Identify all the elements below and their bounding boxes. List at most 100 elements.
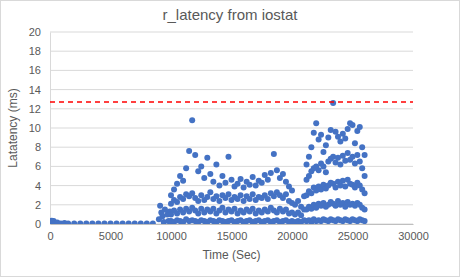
chart-frame: [1, 1, 460, 277]
x-axis-title: Time (Sec): [202, 248, 260, 262]
y-tick-label: 12: [29, 103, 41, 115]
y-tick-label: 20: [29, 26, 41, 38]
scatter-point: [313, 120, 319, 126]
scatter-point: [316, 167, 322, 173]
scatter-point: [359, 165, 365, 171]
y-tick: 0: [35, 218, 50, 230]
y-tick-label: 10: [29, 122, 41, 134]
scatter-point: [157, 203, 163, 209]
y-tick: 4: [35, 180, 50, 192]
scatter-point: [216, 198, 222, 204]
scatter-point: [362, 207, 368, 213]
scatter-point: [304, 161, 310, 167]
scatter-point: [362, 173, 368, 179]
scatter-point: [120, 221, 126, 224]
page: 0246810121416182005000100001500020000250…: [0, 0, 460, 277]
grid-line: [50, 70, 413, 71]
scatter-point: [350, 122, 356, 128]
scatter-point: [268, 170, 274, 176]
scatter-point: [271, 151, 277, 157]
y-tick-label: 0: [35, 218, 41, 230]
scatter-point: [280, 171, 286, 177]
scatter-point: [171, 186, 177, 192]
x-tick: 5000: [99, 224, 123, 242]
y-tick: 20: [29, 26, 50, 38]
y-tick: 14: [29, 84, 50, 96]
scatter-point: [250, 191, 256, 197]
x-tick: 25000: [338, 224, 369, 242]
scatter-point: [210, 179, 216, 185]
scatter-point: [83, 221, 89, 224]
scatter-point: [186, 148, 192, 154]
x-tick-label: 25000: [338, 230, 369, 242]
scatter-point: [320, 163, 326, 169]
y-tick: 8: [35, 141, 50, 153]
scatter-point: [352, 140, 358, 146]
scatter-point: [95, 221, 101, 224]
y-tick-label: 16: [29, 64, 41, 76]
line-series: [50, 101, 413, 103]
y-tick: 16: [29, 64, 50, 76]
scatter-point: [192, 152, 198, 158]
scatter-point: [362, 152, 368, 158]
scatter-point: [265, 177, 271, 183]
scatter-point: [289, 187, 295, 193]
grid-line: [50, 166, 413, 167]
grid-line: [50, 51, 413, 52]
x-tick: 10000: [156, 224, 187, 242]
scatter-point: [126, 221, 132, 224]
scatter-point: [308, 144, 314, 150]
scatter-point: [195, 198, 201, 204]
scatter-point: [357, 159, 363, 165]
y-tick: 2: [35, 199, 50, 211]
y-tick-label: 18: [29, 45, 41, 57]
scatter-series: [50, 100, 368, 224]
scatter-point: [207, 189, 213, 195]
scatter-point: [354, 152, 360, 158]
scatter-point: [204, 155, 210, 161]
scatter-point: [222, 180, 228, 186]
scatter-point: [345, 150, 351, 156]
scatter-point: [306, 154, 312, 160]
scatter-point: [362, 218, 368, 224]
scatter-point: [311, 130, 317, 136]
scatter-point: [295, 198, 301, 204]
scatter-point: [274, 167, 280, 173]
scatter-point: [250, 174, 256, 180]
scatter-point: [259, 180, 265, 186]
scatter-point: [337, 161, 343, 167]
x-tick: 30000: [398, 224, 429, 242]
x-tick-label: 0: [47, 230, 53, 242]
scatter-point: [323, 169, 329, 175]
scatter-point: [325, 135, 331, 141]
scatter-point: [238, 192, 244, 198]
y-tick: 6: [35, 160, 50, 172]
scatter-point: [207, 171, 213, 177]
chart-container: 0246810121416182005000100001500020000250…: [0, 0, 460, 277]
plot-marks: [50, 100, 413, 224]
y-tick: 18: [29, 45, 50, 57]
scatter-point: [247, 182, 253, 188]
scatter-point: [342, 136, 348, 142]
scatter-point: [362, 190, 368, 196]
y-tick-label: 2: [35, 199, 41, 211]
scatter-point: [219, 173, 225, 179]
scatter-point: [213, 161, 219, 167]
scatter-point: [216, 183, 222, 189]
y-tick-label: 6: [35, 160, 41, 172]
grid-line: [50, 108, 413, 109]
grid: [50, 32, 413, 224]
chart-svg: 0246810121416182005000100001500020000250…: [0, 0, 460, 277]
x-tick: 15000: [217, 224, 248, 242]
x-tick-label: 30000: [398, 230, 429, 242]
y-tick: 10: [29, 122, 50, 134]
scatter-point: [201, 175, 207, 181]
scatter-point: [225, 191, 231, 197]
x-tick-label: 15000: [217, 230, 248, 242]
scatter-point: [101, 221, 107, 224]
scatter-point: [359, 144, 365, 150]
scatter-point: [144, 221, 150, 224]
grid-line: [50, 32, 413, 33]
y-axis-line: [50, 33, 51, 225]
scatter-point: [71, 221, 77, 224]
